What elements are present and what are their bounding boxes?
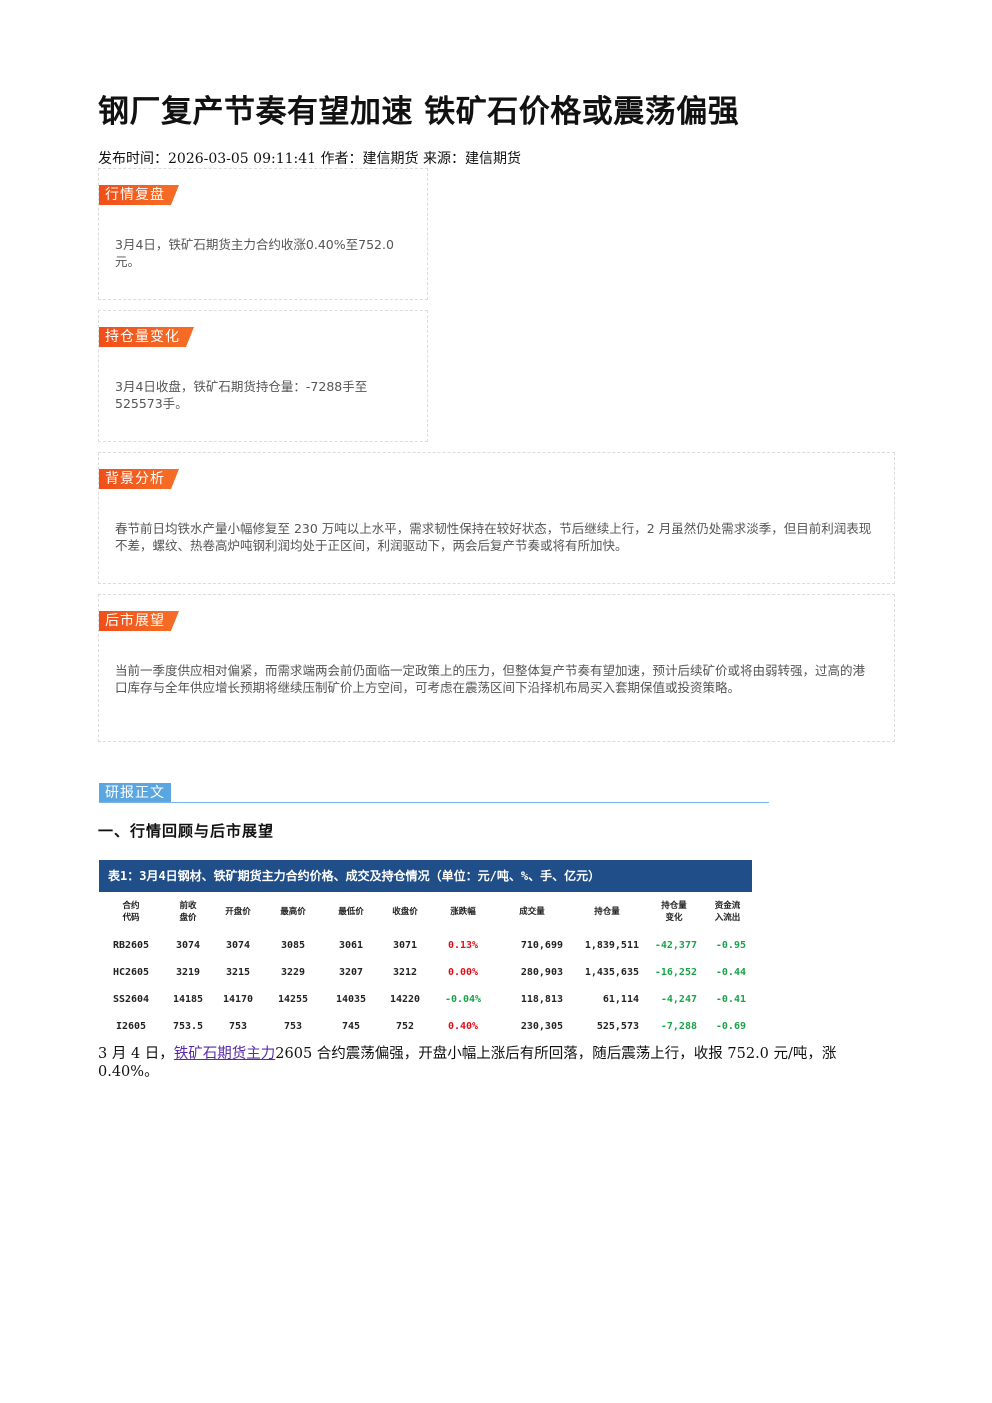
table-header-cell: 前收 盘价 — [179, 901, 197, 923]
market-review-text: 3月4日，铁矿石期货主力合约收涨0.40%至752.0元。 — [115, 237, 394, 269]
section-heading: 一、行情回顾与后市展望 — [98, 822, 275, 840]
table-cell: -4,247 — [660, 994, 697, 1005]
table-header-cell: 持仓量 变化 — [661, 901, 687, 923]
table-row: RB2605 3074 3074 3085 3061 3071 0.13% 710,699 1,… — [99, 932, 752, 959]
table-cell: 280,903 — [520, 967, 563, 978]
card-market-review: 行情复盘 3月4日，铁矿石期货主力合约收涨0.40%至752.0元。 — [98, 168, 428, 300]
table-cell: -42,377 — [654, 940, 697, 951]
table-cell: 14035 — [335, 994, 367, 1005]
table-cell: I2605 — [115, 1021, 147, 1032]
para-prefix: 3 月 4 日， — [98, 1046, 174, 1062]
card-background-analysis: 背景分析 春节前日均铁水产量小幅修复至 230 万吨以上水平，需求韧性保持在较好… — [98, 452, 895, 584]
table-row: SS2604 14185 14170 14255 14035 14220 -0.04% 118… — [99, 986, 752, 1013]
iron-ore-futures-link[interactable]: 铁矿石期货主力 — [173, 1046, 276, 1062]
card-market-outlook: 后市展望 当前一季度供应相对偏紧，而需求端两会前仍面临一定政策上的压力，但整体复… — [98, 594, 895, 742]
table-cell: 3219 — [175, 967, 201, 978]
table-cell: 3215 — [225, 967, 251, 978]
table-row: I2605 753.5 753 753 745 752 0.40% 230,305 525,57… — [99, 1013, 752, 1040]
table-cell: -0.69 — [715, 1021, 746, 1032]
para-suffix: 2605 合约震荡偏强，开盘小幅上涨后有所回落，随后震荡上行，收报 752.0 … — [98, 1046, 837, 1080]
table-cell: 3074 — [175, 940, 201, 951]
market-outlook-text: 当前一季度供应相对偏紧，而需求端两会前仍面临一定政策上的压力，但整体复产节奏有望… — [115, 663, 866, 695]
table-cell: 3074 — [225, 940, 251, 951]
table-cell: 753 — [283, 1021, 303, 1032]
table-header-cell: 涨跌幅 — [450, 907, 476, 917]
table-cell: 230,305 — [520, 1021, 563, 1032]
report-paragraph: 3 月 4 日，铁矿石期货主力2605 合约震荡偏强，开盘小幅上涨后有所回落，随… — [98, 1045, 893, 1081]
table-caption: 表1：3月4日钢材、铁矿期货主力合约价格、成交及持仓情况（单位：元/吨、%、手、… — [99, 860, 752, 892]
table-cell: 0.00% — [447, 967, 479, 978]
table-header-cell: 收盘价 — [392, 907, 418, 917]
table-header-cell: 最低价 — [338, 907, 364, 917]
table-cell: -0.44 — [715, 967, 746, 978]
table-cell: 14185 — [172, 994, 204, 1005]
table-cell: 753 — [228, 1021, 248, 1032]
table-cell: 753.5 — [172, 1021, 204, 1032]
table-header-cell: 持仓量 — [594, 907, 620, 917]
table-cell: 1,435,635 — [584, 967, 639, 978]
table-header-cell: 合约 代码 — [122, 901, 140, 923]
table-cell: 3229 — [280, 967, 306, 978]
background-analysis-text: 春节前日均铁水产量小幅修复至 230 万吨以上水平，需求韧性保持在较好状态，节后… — [115, 521, 872, 553]
tag-position-change: 持仓量变化 — [99, 327, 194, 347]
table-cell: 710,699 — [520, 940, 563, 951]
report-divider — [99, 802, 769, 803]
tag-market-outlook: 后市展望 — [99, 611, 179, 631]
table-cell: 525,573 — [596, 1021, 639, 1032]
table-header-row: 合约 代码 前收 盘价 开盘价 最高价 最低价 收盘价 涨跌幅 成交量 持仓量 持仓量 变化 资金流 入流出 — [99, 892, 752, 932]
table-cell: HC2605 — [112, 967, 150, 978]
table-cell: 61,114 — [602, 994, 639, 1005]
futures-table: 表1：3月4日钢材、铁矿期货主力合约价格、成交及持仓情况（单位：元/吨、%、手、… — [99, 860, 752, 1042]
table-cell: -0.41 — [715, 994, 746, 1005]
card-position-change: 持仓量变化 3月4日收盘，铁矿石期货持仓量：-7288手至525573手。 — [98, 310, 428, 442]
table-header-cell: 资金流 入流出 — [714, 901, 741, 923]
table-cell: 14255 — [277, 994, 309, 1005]
table-header-cell: 开盘价 — [225, 907, 251, 917]
table-cell: 745 — [341, 1021, 361, 1032]
table-cell: 3212 — [392, 967, 418, 978]
table-cell: -0.95 — [715, 940, 746, 951]
table-cell: 14170 — [222, 994, 254, 1005]
table-header-cell: 成交量 — [519, 907, 545, 917]
table-cell: 3207 — [338, 967, 364, 978]
table-cell: 0.13% — [447, 940, 479, 951]
report-body-tag: 研报正文 — [99, 783, 171, 803]
table-cell: 3061 — [338, 940, 364, 951]
table-cell: 3085 — [280, 940, 306, 951]
table-cell: 0.40% — [447, 1021, 479, 1032]
article-title: 钢厂复产节奏有望加速 铁矿石价格或震荡偏强 — [98, 94, 740, 130]
table-cell: 3071 — [392, 940, 418, 951]
table-cell: -16,252 — [654, 967, 697, 978]
futures-data-table: 合约 代码 前收 盘价 开盘价 最高价 最低价 收盘价 涨跌幅 成交量 持仓量 持仓量 变化 资金流 入流出… — [99, 892, 752, 1040]
table-cell: 118,813 — [520, 994, 563, 1005]
tag-background-analysis: 背景分析 — [99, 469, 179, 489]
table-cell: -7,288 — [660, 1021, 697, 1032]
article-meta: 发布时间：2026-03-05 09:11:41 作者：建信期货 来源：建信期货 — [98, 151, 521, 167]
table-cell: 752 — [395, 1021, 415, 1032]
table-cell: RB2605 — [112, 940, 150, 951]
table-cell: SS2604 — [112, 994, 150, 1005]
table-cell: 1,839,511 — [584, 940, 639, 951]
position-change-text: 3月4日收盘，铁矿石期货持仓量：-7288手至525573手。 — [115, 379, 368, 411]
tag-market-review: 行情复盘 — [99, 185, 179, 205]
table-cell: 14220 — [389, 994, 421, 1005]
table-row: HC2605 3219 3215 3229 3207 3212 0.00% 280,903 1,… — [99, 959, 752, 986]
table-cell: -0.04% — [444, 994, 482, 1005]
table-header-cell: 最高价 — [280, 907, 306, 917]
